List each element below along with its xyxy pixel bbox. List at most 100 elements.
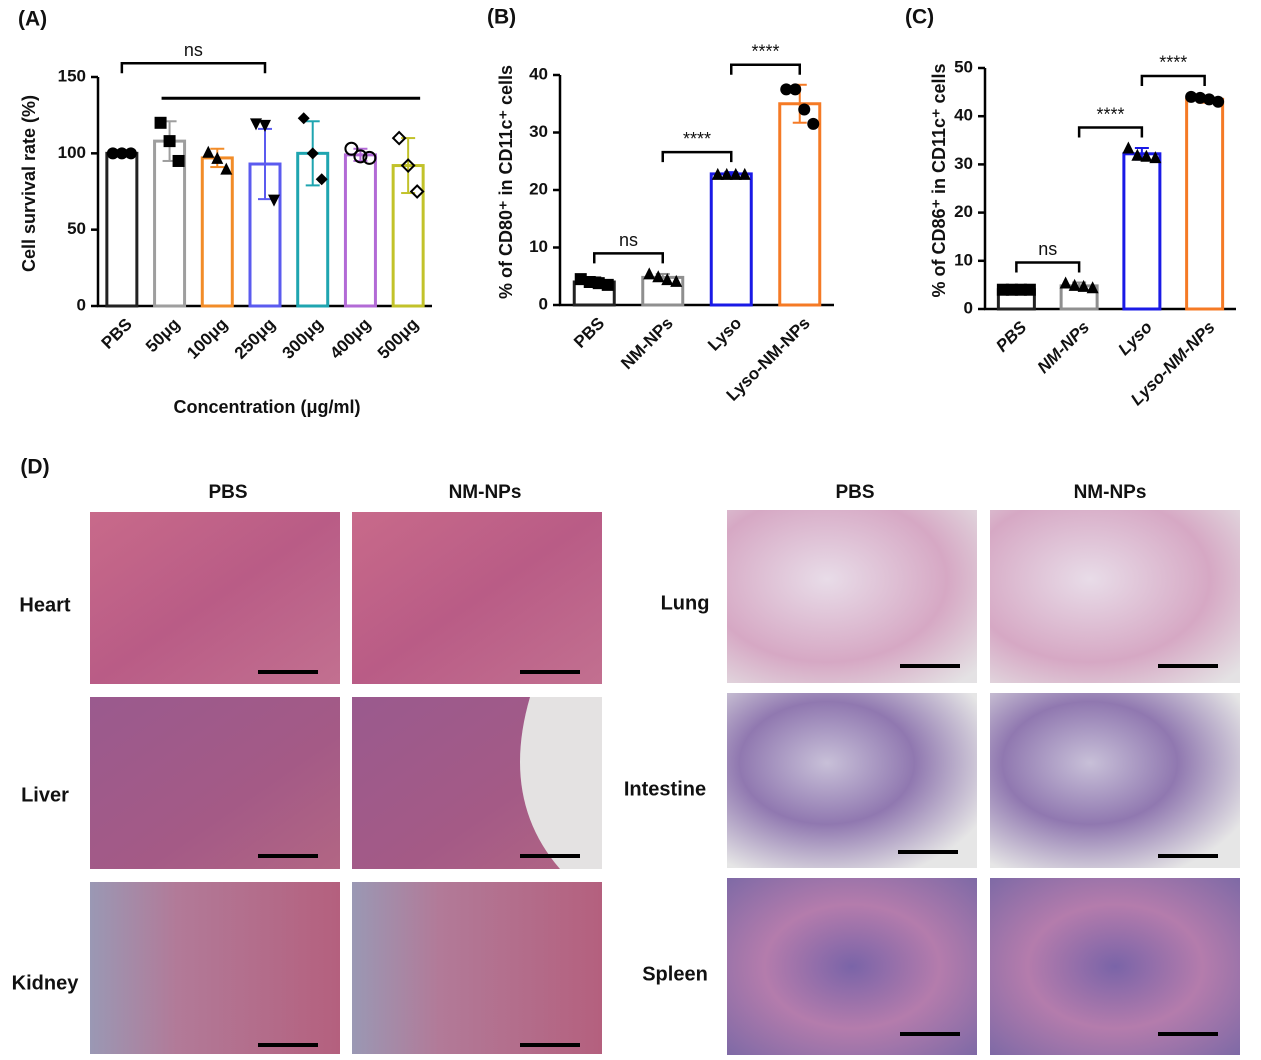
data-point bbox=[643, 267, 656, 280]
data-point bbox=[1194, 91, 1207, 104]
y-tick-label: 100 bbox=[58, 143, 86, 162]
image bbox=[352, 512, 602, 684]
data-point bbox=[711, 167, 724, 180]
x-tick-label: Lyso bbox=[1114, 318, 1155, 359]
data-point bbox=[391, 130, 407, 146]
y-tick-label: 50 bbox=[67, 219, 86, 238]
x-tick-label: NM-NPs bbox=[617, 314, 677, 374]
image bbox=[990, 693, 1240, 868]
scale-bars bbox=[258, 664, 1218, 1047]
bar bbox=[1122, 152, 1162, 311]
significance-label: **** bbox=[1096, 104, 1124, 124]
x-tick-label: Lyso bbox=[704, 314, 745, 355]
image bbox=[990, 878, 1240, 1055]
y-tick-label: 40 bbox=[954, 106, 973, 125]
data-point bbox=[315, 173, 328, 186]
column-header: NM-NPs bbox=[1074, 482, 1147, 503]
x-tick-label: 250μg bbox=[231, 315, 279, 363]
data-point bbox=[1023, 283, 1036, 296]
data-point bbox=[115, 147, 128, 160]
significance-label: **** bbox=[751, 42, 779, 62]
y-tick-label: 10 bbox=[529, 237, 548, 256]
bar bbox=[105, 151, 139, 308]
significance-label: **** bbox=[683, 129, 711, 149]
data-point bbox=[344, 141, 359, 156]
row-label: Lung bbox=[661, 592, 710, 614]
data-point bbox=[306, 147, 319, 160]
x-axis-label: Concentration (μg/ml) bbox=[173, 397, 360, 417]
row-label: Kidney bbox=[12, 972, 80, 994]
significance-bracket bbox=[1140, 74, 1206, 86]
panel-label: (A) bbox=[18, 8, 47, 31]
data-point bbox=[163, 135, 176, 148]
data-point bbox=[211, 151, 224, 164]
significance-bracket bbox=[730, 63, 801, 75]
image bbox=[727, 510, 977, 683]
data-point bbox=[1122, 141, 1135, 154]
y-tick-label: 0 bbox=[964, 298, 973, 317]
image bbox=[90, 882, 340, 1054]
data-point bbox=[1185, 90, 1198, 103]
significance-bracket bbox=[1077, 126, 1144, 138]
y-tick-label: 50 bbox=[954, 57, 973, 76]
column-header: PBS bbox=[835, 482, 874, 503]
data-point bbox=[789, 83, 802, 96]
image bbox=[727, 693, 977, 868]
data-point bbox=[670, 274, 683, 287]
data-point bbox=[807, 117, 820, 130]
y-tick-label: 0 bbox=[539, 294, 548, 313]
y-axis-label: Cell survival rate (%) bbox=[19, 95, 39, 272]
y-axis-label: % of CD80⁺ in CD11c⁺ cells bbox=[496, 65, 516, 299]
significance-bracket bbox=[661, 150, 733, 163]
image bbox=[90, 697, 340, 869]
data-point bbox=[729, 167, 742, 180]
row-label: Heart bbox=[19, 594, 70, 616]
row-label: Spleen bbox=[642, 963, 708, 985]
data-point bbox=[106, 147, 119, 160]
y-tick-label: 150 bbox=[58, 66, 86, 85]
significance-label: ns bbox=[184, 40, 203, 60]
row-label: Liver bbox=[21, 784, 69, 806]
data-point bbox=[1131, 148, 1144, 161]
bar bbox=[200, 156, 234, 308]
y-axis-label: % of CD86⁺ in CD11c⁺ cells bbox=[929, 63, 949, 297]
image bbox=[352, 882, 602, 1054]
data-point bbox=[738, 167, 751, 180]
data-point bbox=[1068, 278, 1081, 291]
y-tick-label: 30 bbox=[954, 154, 973, 173]
histology-images bbox=[90, 510, 1240, 1055]
data-point bbox=[297, 112, 310, 125]
data-point bbox=[1212, 95, 1225, 108]
data-point bbox=[259, 119, 271, 132]
image bbox=[727, 878, 977, 1055]
data-point bbox=[172, 154, 185, 167]
x-tick-label: NM-NPs bbox=[1034, 318, 1094, 378]
data-point bbox=[720, 167, 733, 180]
x-tick-label: 300μg bbox=[279, 315, 327, 363]
data-point bbox=[362, 150, 377, 165]
bar bbox=[343, 153, 377, 308]
x-tick-label: PBS bbox=[98, 315, 136, 353]
data-point bbox=[1077, 279, 1090, 292]
data-point bbox=[601, 278, 614, 291]
data-point bbox=[124, 147, 137, 160]
data-point bbox=[798, 103, 811, 116]
data-point bbox=[268, 194, 280, 207]
significance-bracket bbox=[1015, 261, 1081, 273]
significance-label: **** bbox=[1159, 53, 1187, 73]
y-tick-label: 10 bbox=[954, 250, 973, 269]
data-point bbox=[1140, 149, 1153, 162]
data-point bbox=[1203, 93, 1216, 106]
data-point bbox=[353, 149, 368, 164]
x-tick-label: 50μg bbox=[142, 315, 184, 357]
data-point bbox=[250, 118, 262, 131]
bar bbox=[1185, 97, 1225, 311]
data-point bbox=[202, 145, 215, 158]
row-label: Intestine bbox=[624, 778, 706, 800]
data-point bbox=[1086, 281, 1099, 294]
y-tick-label: 0 bbox=[77, 295, 86, 314]
data-point bbox=[409, 184, 425, 199]
image bbox=[90, 512, 340, 684]
panel-label: (C) bbox=[905, 6, 934, 29]
